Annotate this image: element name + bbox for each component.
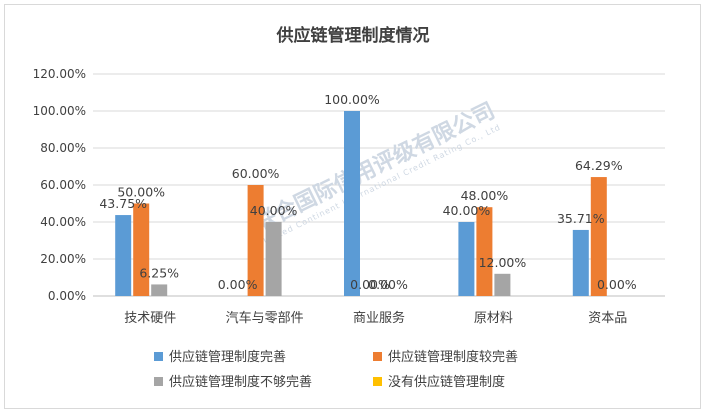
- data-label: 0.00%: [597, 277, 637, 292]
- y-tick-label: 60.00%: [40, 178, 86, 192]
- bar: [476, 207, 493, 296]
- data-label: 100.00%: [324, 92, 380, 107]
- y-tick-label: 40.00%: [40, 215, 86, 229]
- bar: [344, 111, 360, 296]
- y-tick-label: 80.00%: [40, 141, 86, 155]
- data-label: 40.00%: [443, 203, 491, 218]
- legend-label: 供应链管理制度不够完善: [169, 374, 312, 390]
- bar: [115, 215, 132, 296]
- data-label: 35.71%: [557, 211, 605, 226]
- y-tick-label: 0.00%: [48, 289, 86, 303]
- legend-label: 供应链管理制度完善: [169, 349, 286, 365]
- x-tick-label: 技术硬件: [124, 311, 176, 326]
- legend-swatch: [154, 352, 163, 361]
- y-tick-label: 100.00%: [33, 104, 86, 118]
- bar: [151, 284, 168, 296]
- x-tick-label: 汽车与零部件: [226, 310, 304, 326]
- data-labels: 43.75%50.00% 6.25% 0.00% 60.00% 40.00% 100.00…: [99, 92, 636, 292]
- y-tick-label: 120.00%: [33, 67, 86, 81]
- chart-frame: 联合国际信用评级有限公司 United Continent Internatio…: [4, 4, 701, 409]
- x-axis-ticks: 技术硬件 汽车与零部件 商业服务 原材料 资本品: [124, 310, 627, 326]
- bar: [133, 203, 150, 296]
- bar: [590, 177, 607, 296]
- x-tick-label: 资本品: [588, 311, 627, 326]
- data-label: 40.00%: [250, 203, 298, 218]
- data-label: 50.00%: [117, 185, 165, 200]
- legend-swatch: [373, 377, 382, 386]
- data-label: 0.00%: [218, 277, 258, 292]
- y-axis-ticks: 0.00% 20.00% 40.00% 60.00% 80.00% 100.00% 120.…: [33, 67, 86, 303]
- data-label: 43.75%: [99, 196, 147, 211]
- bar: [247, 185, 264, 296]
- bar: [458, 222, 475, 296]
- bar: [265, 222, 282, 296]
- x-tick-label: 原材料: [474, 311, 513, 326]
- gridlines: [93, 73, 665, 297]
- data-label: 0.00%: [350, 277, 390, 292]
- bar-chart: 联合国际信用评级有限公司 United Continent Internatio…: [33, 25, 665, 390]
- bar: [572, 229, 589, 296]
- x-tick-label: 商业服务: [353, 310, 405, 326]
- legend-swatch: [373, 352, 382, 361]
- legend-label: 没有供应链管理制度: [388, 374, 505, 390]
- chart-title: 供应链管理制度情况: [276, 25, 430, 46]
- bars: [115, 111, 607, 296]
- legend-swatch: [154, 377, 163, 386]
- legend-label: 供应链管理制度较完善: [388, 349, 518, 365]
- data-label: 6.25%: [139, 265, 179, 280]
- data-label: 64.29%: [575, 158, 623, 173]
- data-label: 0.00%: [368, 277, 408, 292]
- data-label: 60.00%: [232, 166, 280, 181]
- data-label: 12.00%: [479, 255, 527, 270]
- bar: [494, 273, 511, 296]
- y-tick-label: 20.00%: [40, 252, 86, 266]
- data-label: 48.00%: [461, 188, 509, 203]
